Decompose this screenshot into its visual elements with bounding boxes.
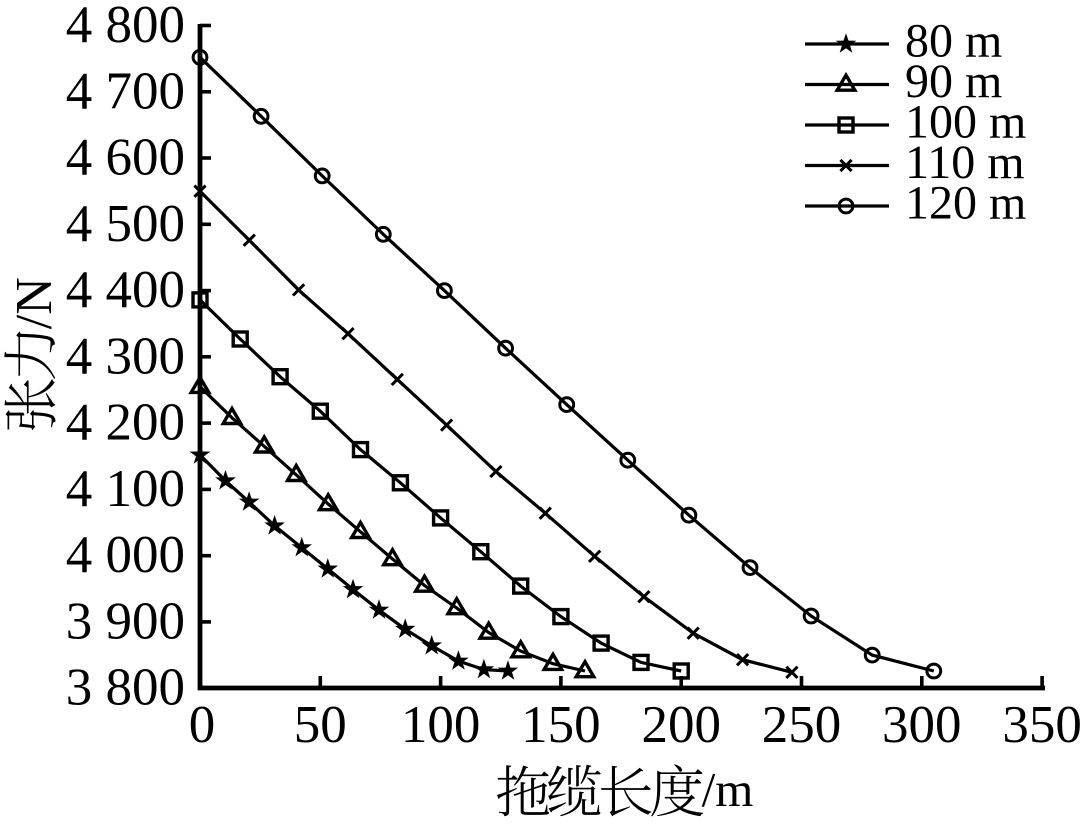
svg-text:0: 0 <box>189 696 216 754</box>
svg-text:4 800: 4 800 <box>66 0 185 54</box>
svg-text:4 100: 4 100 <box>66 460 185 518</box>
svg-text:4 200: 4 200 <box>66 394 185 452</box>
svg-text:/N: /N <box>6 277 63 329</box>
svg-text:4 500: 4 500 <box>66 195 185 253</box>
svg-text:80 m: 80 m <box>905 15 1002 68</box>
svg-text:4 400: 4 400 <box>66 261 185 319</box>
svg-text:50: 50 <box>294 696 347 754</box>
svg-text:/m: /m <box>702 762 754 817</box>
svg-text:110 m: 110 m <box>905 136 1025 189</box>
svg-text:4 000: 4 000 <box>66 526 185 584</box>
svg-text:150: 150 <box>521 696 601 754</box>
svg-text:4 700: 4 700 <box>66 62 185 120</box>
svg-text:250: 250 <box>762 696 842 754</box>
svg-text:100 m: 100 m <box>905 96 1026 149</box>
svg-text:4 300: 4 300 <box>66 327 185 385</box>
svg-text:300: 300 <box>882 696 962 754</box>
svg-text:3 800: 3 800 <box>66 659 185 717</box>
svg-text:4 600: 4 600 <box>66 129 185 187</box>
svg-text:200: 200 <box>641 696 721 754</box>
svg-text:90 m: 90 m <box>905 55 1002 108</box>
svg-text:3 900: 3 900 <box>66 592 185 650</box>
svg-text:350: 350 <box>1002 696 1080 754</box>
svg-text:120 m: 120 m <box>905 177 1026 230</box>
svg-text:100: 100 <box>401 696 481 754</box>
